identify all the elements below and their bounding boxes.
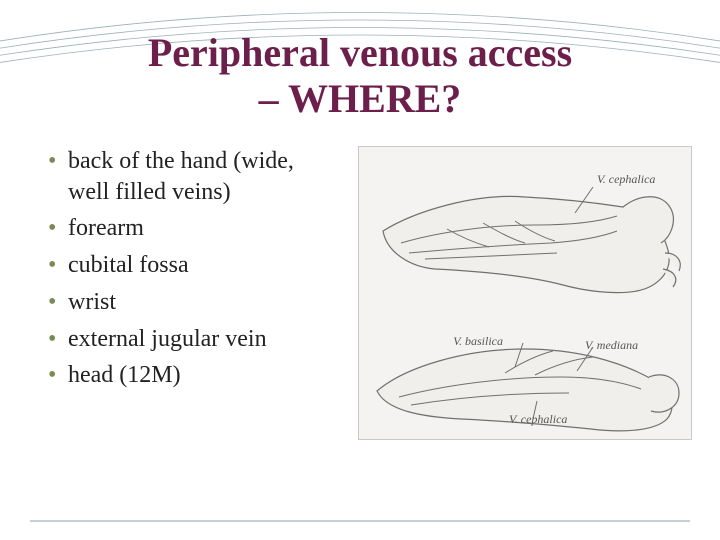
bullet-text: cubital fossa (68, 252, 189, 278)
bullet-item: wrist (46, 287, 340, 318)
bullet-text: wrist (68, 289, 116, 315)
bullet-text: forearm (68, 215, 144, 241)
bullet-item: back of the hand (wide, well filled vein… (46, 146, 340, 207)
bullet-item: forearm (46, 213, 340, 244)
figure-label: V. mediana (585, 338, 638, 352)
figure-label: V. cephalica (597, 172, 655, 186)
figure-label: V. basilica (453, 334, 503, 348)
anatomy-illustration: V. cephalica V. basilica V. mediana V. c… (365, 153, 685, 433)
bullet-text: back of the hand (wide, well filled vein… (68, 148, 294, 205)
bullet-item: head (12M) (46, 360, 340, 391)
bullet-item: external jugular vein (46, 324, 340, 355)
title-line-1: Peripheral venous access (148, 30, 572, 75)
bullet-item: cubital fossa (46, 250, 340, 281)
anatomy-figure: V. cephalica V. basilica V. mediana V. c… (358, 146, 692, 440)
bullet-text: head (12M) (68, 362, 181, 388)
bullet-column: back of the hand (wide, well filled vein… (40, 146, 340, 397)
title-line-2: – WHERE? (259, 76, 462, 121)
slide: Peripheral venous access – WHERE? back o… (0, 0, 720, 540)
bullet-list: back of the hand (wide, well filled vein… (46, 146, 340, 391)
figure-column: V. cephalica V. basilica V. mediana V. c… (358, 146, 692, 440)
content-row: back of the hand (wide, well filled vein… (40, 146, 680, 440)
bullet-text: external jugular vein (68, 326, 267, 352)
figure-label: V. cephalica (509, 412, 567, 426)
slide-title: Peripheral venous access – WHERE? (80, 30, 640, 122)
